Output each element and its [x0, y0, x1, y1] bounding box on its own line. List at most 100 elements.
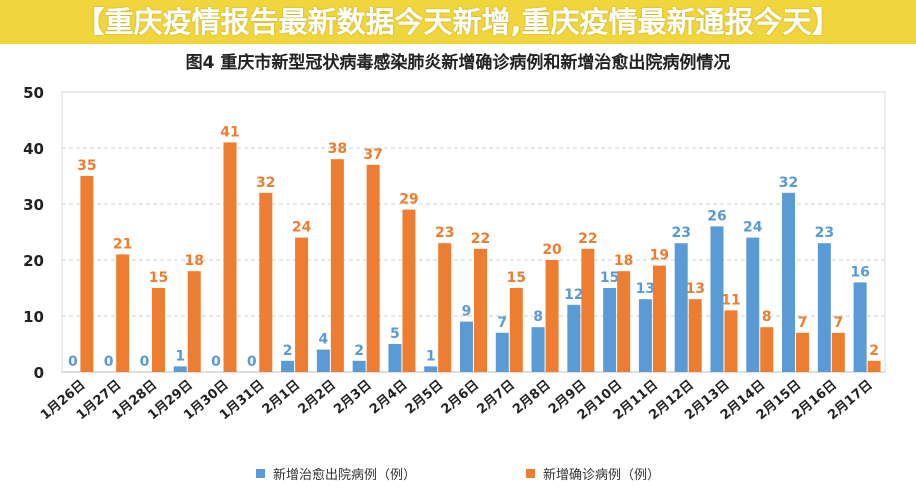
data-label: 35: [77, 158, 96, 174]
data-label: 7: [497, 315, 507, 331]
data-label: 22: [471, 231, 490, 247]
data-label: 12: [564, 287, 583, 303]
bar-recovered: [782, 192, 796, 372]
bar-confirmed: [438, 243, 452, 372]
bar-recovered: [316, 349, 330, 372]
bar-recovered: [531, 327, 545, 372]
bar-recovered: [817, 243, 831, 372]
data-label: 15: [600, 270, 619, 286]
bar-recovered: [173, 366, 187, 372]
data-label: 26: [707, 208, 726, 224]
bar-recovered: [603, 288, 617, 372]
data-label: 19: [650, 248, 669, 264]
data-label: 1: [426, 348, 436, 364]
data-label: 22: [578, 231, 597, 247]
x-tick-label: 2月8日: [510, 378, 553, 418]
data-label: 7: [833, 315, 843, 331]
bar-recovered: [567, 304, 581, 372]
bar-confirmed: [867, 360, 881, 372]
data-label: 20: [542, 242, 562, 258]
bar-confirmed: [688, 299, 702, 372]
legend-swatch: [526, 469, 535, 478]
y-tick-label: 30: [23, 196, 44, 214]
data-label: 32: [779, 175, 798, 191]
bar-recovered: [352, 360, 366, 372]
bar-recovered: [710, 226, 724, 372]
y-tick-label: 40: [23, 140, 44, 158]
x-tick-label: 2月7日: [474, 378, 517, 418]
data-label: 38: [328, 141, 347, 157]
data-label: 2: [354, 343, 364, 359]
data-label: 24: [292, 220, 312, 236]
y-tick-label: 10: [23, 308, 44, 326]
data-label: 13: [636, 281, 655, 297]
x-tick-label: 2月5日: [403, 378, 446, 418]
x-tick-label: 2月1日: [260, 378, 303, 418]
data-label: 8: [533, 309, 543, 325]
bar-recovered: [281, 360, 295, 372]
data-label: 15: [149, 270, 168, 286]
bar-recovered: [853, 282, 867, 372]
bar-confirmed: [402, 209, 416, 372]
data-label: 9: [462, 304, 472, 320]
data-label: 16: [850, 264, 869, 280]
data-label: 18: [614, 253, 633, 269]
legend-label: 新增确诊病例（例）: [543, 468, 661, 483]
bar-recovered: [674, 243, 688, 372]
data-label: 2: [869, 343, 879, 359]
data-label: 23: [815, 225, 834, 241]
legend-label: 新增治愈出院病例（例）: [272, 468, 416, 483]
bar-confirmed: [295, 237, 309, 372]
bar-confirmed: [187, 271, 201, 372]
data-label: 2: [283, 343, 293, 359]
headline-banner: 【重庆疫情报告最新数据今天新增,重庆疫情最新通报今天】: [0, 0, 916, 44]
data-label: 7: [798, 315, 808, 331]
bar-confirmed: [581, 248, 595, 372]
bar-confirmed: [545, 260, 559, 372]
x-tick-label: 2月4日: [367, 378, 410, 418]
data-label: 23: [671, 225, 690, 241]
data-label: 41: [220, 124, 239, 140]
bar-recovered: [495, 332, 509, 372]
y-tick-label: 20: [23, 252, 44, 270]
y-tick-label: 50: [23, 84, 44, 102]
data-label: 1: [175, 348, 185, 364]
data-label: 4: [318, 332, 328, 348]
y-tick-label: 0: [34, 364, 44, 382]
bar-recovered: [638, 299, 652, 372]
bar-confirmed: [724, 310, 738, 372]
x-tick-label: 2月3日: [331, 378, 374, 418]
data-label: 0: [104, 354, 114, 370]
bar-confirmed: [80, 176, 94, 372]
data-label: 0: [140, 354, 150, 370]
bar-confirmed: [509, 288, 523, 372]
bar-confirmed: [330, 159, 344, 372]
data-label: 13: [685, 281, 704, 297]
data-label: 24: [743, 220, 763, 236]
legend-item-recovered: 新增治愈出院病例（例）: [255, 464, 416, 483]
data-label: 0: [247, 354, 257, 370]
data-label: 37: [363, 147, 382, 163]
bar-recovered: [460, 321, 473, 372]
data-label: 21: [113, 236, 132, 252]
bar-recovered: [424, 366, 438, 372]
data-label: 15: [507, 270, 526, 286]
data-label: 8: [762, 309, 772, 325]
bar-confirmed: [760, 327, 774, 372]
x-tick-label: 2月2日: [296, 378, 339, 418]
data-label: 23: [435, 225, 454, 241]
bar-confirmed: [831, 332, 845, 372]
legend-item-confirmed: 新增确诊病例（例）: [526, 464, 660, 483]
bar-confirmed: [652, 265, 666, 372]
bar-recovered: [746, 237, 760, 372]
bar-confirmed: [116, 254, 130, 372]
data-label: 0: [211, 354, 221, 370]
bar-recovered: [388, 344, 402, 372]
bar-confirmed: [223, 142, 237, 372]
bar-confirmed: [151, 288, 165, 372]
legend-swatch: [255, 469, 265, 478]
bar-confirmed: [474, 248, 487, 372]
x-tick-label: 2月6日: [439, 378, 482, 418]
bar-confirmed: [796, 332, 810, 372]
